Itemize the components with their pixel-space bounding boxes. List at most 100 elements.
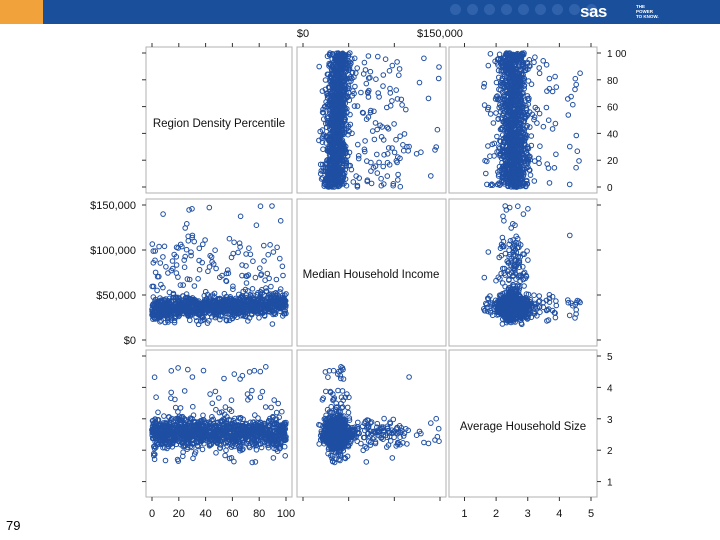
data-point [375, 53, 381, 60]
data-point [394, 159, 400, 166]
data-point [160, 254, 166, 260]
data-point [428, 173, 434, 179]
data-point [228, 397, 235, 404]
data-point [481, 274, 488, 281]
data-point [389, 145, 395, 151]
data-point [265, 251, 272, 258]
data-point [546, 180, 553, 186]
panel-points [481, 203, 583, 328]
data-point [545, 317, 552, 323]
data-point [546, 75, 553, 82]
data-point [347, 111, 353, 118]
data-point [525, 257, 531, 263]
data-point [485, 249, 492, 255]
data-point [574, 148, 581, 154]
data-point [393, 136, 399, 143]
data-point [161, 243, 168, 250]
data-point [496, 51, 503, 58]
data-point [390, 182, 397, 189]
data-point [348, 166, 355, 173]
data-point [527, 172, 534, 178]
data-point [567, 232, 573, 239]
data-point [520, 211, 527, 217]
data-point [360, 110, 367, 116]
data-point [355, 141, 361, 148]
data-point [543, 62, 550, 68]
data-point [403, 106, 409, 113]
data-point [534, 120, 540, 126]
panel-frame [296, 198, 447, 347]
data-point [160, 211, 166, 217]
data-point [405, 148, 412, 154]
data-point [396, 66, 403, 72]
data-point [515, 203, 521, 209]
data-point [353, 70, 359, 76]
data-point [360, 71, 367, 77]
data-point [230, 283, 236, 290]
data-point [206, 204, 213, 211]
data-point [364, 177, 371, 183]
data-point [349, 69, 356, 76]
data-point [487, 111, 494, 117]
panel-points [149, 364, 289, 466]
data-point [380, 163, 387, 170]
data-point [188, 252, 194, 259]
data-point [168, 368, 175, 374]
data-point [354, 103, 361, 109]
data-point [565, 112, 572, 118]
data-point [367, 68, 374, 75]
data-point [536, 110, 543, 117]
data-point [280, 272, 286, 279]
data-point [200, 241, 206, 248]
data-point [532, 54, 538, 61]
panel-points [149, 203, 289, 328]
data-point [317, 161, 324, 168]
data-point [572, 75, 579, 82]
data-point [269, 203, 275, 209]
data-point [376, 94, 382, 100]
data-point [358, 89, 364, 96]
data-point [483, 170, 489, 177]
data-point [183, 246, 190, 253]
data-point [191, 283, 198, 289]
data-point [368, 168, 374, 174]
data-point [531, 59, 537, 66]
data-point [373, 76, 379, 82]
panel-frame [145, 198, 293, 347]
data-point [525, 206, 531, 212]
data-point [277, 218, 284, 224]
data-point [506, 204, 513, 211]
data-point [374, 151, 380, 158]
data-point [365, 75, 372, 81]
data-point [386, 162, 393, 168]
data-point [351, 55, 358, 62]
data-point [246, 245, 252, 251]
data-point [365, 53, 372, 59]
data-point [387, 90, 394, 96]
data-point [536, 65, 543, 71]
data-point [253, 222, 260, 228]
data-point [261, 258, 267, 264]
data-point [323, 161, 330, 168]
data-point [319, 109, 326, 116]
data-point [177, 282, 184, 288]
data-point [397, 183, 404, 190]
data-point [351, 103, 358, 109]
data-point [161, 413, 167, 419]
data-point [490, 120, 497, 126]
data-point [536, 160, 542, 167]
data-point [320, 116, 327, 122]
data-point [319, 88, 326, 94]
panel-points [316, 50, 442, 190]
data-point [377, 122, 383, 129]
data-point [567, 143, 573, 150]
decorative-dots [450, 4, 597, 15]
data-point [274, 244, 280, 251]
data-point [264, 270, 271, 277]
data-point [396, 72, 402, 78]
data-point [433, 144, 440, 150]
data-point [352, 83, 358, 90]
data-point [279, 263, 286, 270]
data-point [270, 249, 277, 255]
data-point [320, 133, 326, 139]
